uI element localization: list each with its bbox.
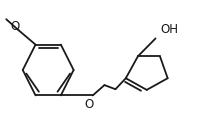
Text: O: O (85, 98, 94, 111)
Text: OH: OH (160, 23, 178, 36)
Text: O: O (10, 20, 19, 33)
